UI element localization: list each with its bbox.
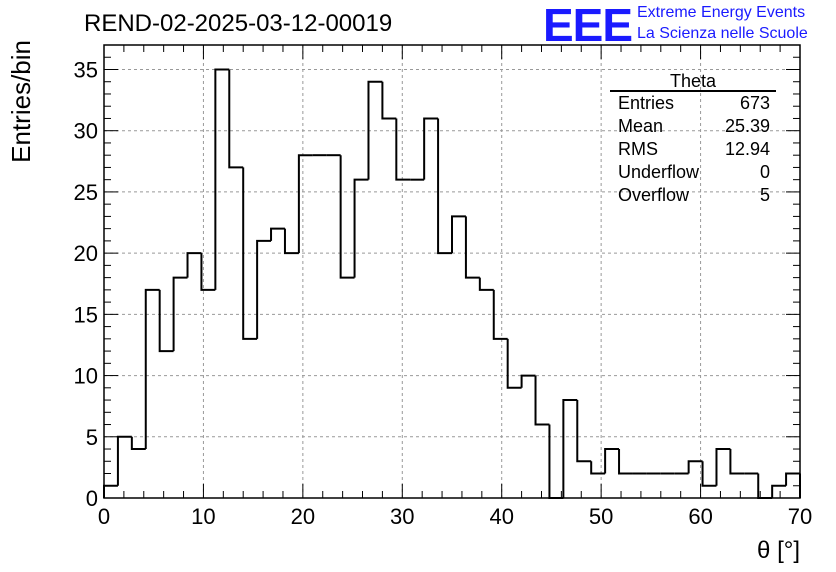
plot-frame: [103, 44, 801, 499]
histogram-bin: [604, 448, 620, 474]
histogram-bin: [242, 167, 258, 340]
histogram-bin: [367, 80, 383, 180]
y-axis-label: Entries/bin: [6, 40, 36, 163]
stats-value: 673: [739, 93, 770, 113]
stats-value: 0: [759, 162, 770, 182]
histogram-bin: [534, 375, 550, 426]
stats-label: RMS: [618, 139, 658, 159]
stats-label: Mean: [618, 116, 664, 136]
histogram-bin: [353, 178, 369, 278]
histogram-bin: [715, 448, 731, 486]
histogram-bin: [200, 253, 216, 291]
histogram-bin: [701, 461, 717, 487]
y-tick-label: 30: [74, 119, 98, 144]
histogram-bin: [506, 338, 522, 389]
histogram-bin: [464, 216, 480, 279]
histogram-bin: [590, 461, 606, 475]
x-tick-label: 70: [788, 504, 812, 529]
histogram-bin: [520, 374, 536, 388]
histogram-bin: [381, 81, 397, 120]
histogram-bin: [395, 118, 411, 181]
x-tick-label: 50: [589, 504, 613, 529]
y-tick-label: 25: [74, 180, 98, 205]
histogram-bin: [423, 117, 439, 180]
stats-label: Underflow: [618, 162, 700, 182]
x-tick-label: 0: [98, 504, 110, 529]
y-tick-label: 5: [86, 425, 98, 450]
y-tick-label: 35: [74, 57, 98, 82]
histogram-bin: [186, 252, 202, 278]
y-tick-label: 20: [74, 241, 98, 266]
run-title: REND-02-2025-03-12-00019: [84, 10, 393, 37]
histogram-bin: [548, 424, 564, 499]
histogram-bin: [785, 472, 800, 486]
histogram-bin: [576, 400, 592, 463]
stats-value: 5: [759, 185, 770, 205]
histogram-bin: [214, 68, 230, 290]
x-tick-label: 30: [390, 504, 414, 529]
histogram-bin: [130, 436, 146, 451]
histogram-bin: [270, 227, 285, 241]
histogram-bin: [492, 289, 508, 340]
grid-lines: [104, 45, 800, 498]
y-tick-label: 0: [86, 486, 98, 511]
histogram-bin: [729, 449, 745, 475]
x-tick-label: 60: [688, 504, 712, 529]
histogram-series: [103, 68, 801, 499]
stats-value: 12.94: [724, 139, 770, 159]
histogram-bin: [256, 239, 272, 339]
histogram-bin: [562, 399, 578, 498]
histogram-bin: [297, 154, 313, 254]
eee-logo: EEE: [543, 0, 633, 51]
histogram-bin: [451, 215, 466, 254]
logo-line-1: Extreme Energy Events: [637, 4, 806, 21]
stats-label: Entries: [618, 93, 675, 113]
logo-line-2: La Scienza nelle Scuole: [637, 25, 808, 42]
x-tick-label: 40: [489, 504, 513, 529]
histogram-bin: [228, 69, 244, 169]
x-axis-label: θ [°]: [757, 537, 800, 564]
histogram-bin: [687, 460, 703, 474]
histogram-bin: [172, 276, 188, 352]
histogram-bin: [478, 277, 494, 291]
histogram-bin: [283, 228, 299, 255]
y-tick-label: 15: [74, 302, 98, 327]
histogram-bin: [339, 155, 355, 279]
stats-value: 25.39: [724, 116, 770, 136]
stats-label: Overflow: [618, 185, 690, 205]
x-tick-label: 20: [291, 504, 315, 529]
histogram-bin: [618, 449, 633, 475]
y-tick-label: 10: [74, 364, 98, 389]
histogram-bin: [437, 118, 452, 255]
histogram-bin: [771, 484, 787, 498]
stats-box-title: Theta: [669, 71, 717, 91]
histogram-bin: [116, 435, 132, 486]
x-tick-label: 10: [191, 504, 215, 529]
histogram-bin: [144, 288, 160, 450]
histogram-bin: [103, 484, 118, 498]
histogram-bin: [158, 289, 174, 353]
